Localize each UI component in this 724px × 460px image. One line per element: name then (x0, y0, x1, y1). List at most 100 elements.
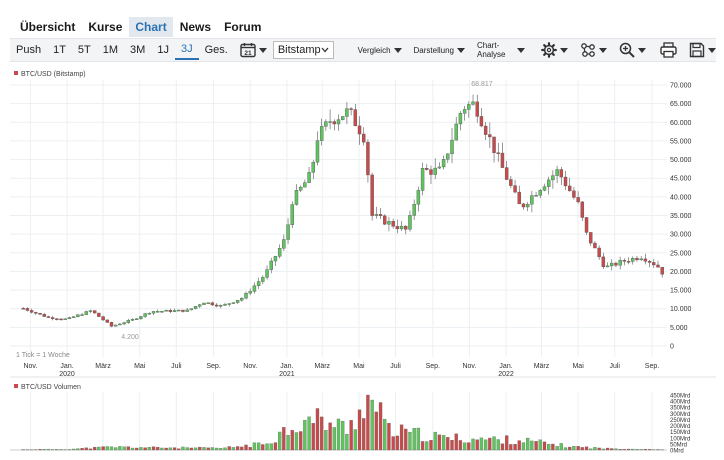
price-candle (622, 260, 627, 262)
calendar-button[interactable]: 21 (240, 42, 267, 58)
range-3j[interactable]: 3J (174, 40, 199, 60)
volume-bar (362, 418, 366, 451)
price-candle (450, 139, 454, 155)
volume-bar (286, 435, 290, 451)
volume-bar (605, 447, 610, 451)
nav-tab-chart[interactable]: Chart (129, 17, 173, 37)
price-candle (269, 260, 273, 270)
price-candle (504, 167, 509, 180)
save-button[interactable] (689, 42, 716, 58)
price-candle (193, 306, 198, 309)
settings-button[interactable] (541, 42, 568, 58)
volume-bar (177, 448, 181, 451)
x-tick-label: Sep. (645, 363, 659, 370)
nav-tab-kurse[interactable]: Kurse (88, 20, 123, 34)
volume-bar (471, 438, 475, 451)
price-candle (294, 190, 299, 205)
range-1m[interactable]: 1M (102, 44, 119, 56)
volume-bar (391, 436, 395, 451)
volume-bar (547, 444, 551, 451)
price-candle (412, 204, 416, 216)
volume-bar (231, 447, 236, 451)
volume-bar (193, 447, 198, 451)
range-1t[interactable]: 1T (53, 44, 66, 56)
price-candle (34, 312, 38, 314)
price-candle (156, 311, 160, 313)
volume-bar (210, 447, 215, 451)
chevron-down-icon (560, 47, 568, 53)
price-candle (164, 309, 168, 312)
volume-bar (601, 448, 606, 451)
vergleich-menu[interactable]: Vergleich (358, 46, 402, 55)
volume-bar (441, 435, 446, 451)
volume-bar (324, 430, 328, 451)
volume-bar (328, 422, 332, 451)
zoom-button[interactable] (619, 42, 646, 58)
low-annotation: 4.200 (121, 334, 139, 341)
chart-analyse-menu-label: Chart-Analyse (477, 41, 506, 59)
volume-tick-label: 350Mrd (670, 406, 690, 412)
volume-bar (383, 418, 387, 451)
volume-bar (492, 436, 496, 451)
price-candle (80, 314, 84, 316)
volume-bar (219, 448, 223, 451)
print-button[interactable] (660, 42, 677, 58)
price-candle (572, 190, 576, 198)
price-candle (399, 225, 404, 230)
y-tick-label: 65.000 (670, 101, 692, 108)
volume-bar (584, 446, 589, 451)
price-candle (488, 134, 492, 138)
darstellung-menu[interactable]: Darstellung (414, 46, 465, 55)
price-candle (580, 201, 585, 218)
price-candle (643, 258, 648, 262)
volume-bar (572, 446, 576, 451)
nav-tab-uebersicht[interactable]: Übersicht (20, 20, 76, 34)
range-5t[interactable]: 5T (77, 44, 91, 56)
range-ges[interactable]: Ges. (204, 44, 228, 56)
volume-tick-label: 50Mrd (670, 442, 687, 448)
chart-analyse-menu[interactable]: Chart-Analyse (477, 41, 525, 59)
y-tick-label: 50.000 (670, 157, 692, 164)
price-candle (652, 262, 656, 266)
price-candle (76, 314, 80, 317)
volume-bar (568, 446, 572, 451)
price-candle (135, 318, 139, 320)
volume-bar (88, 448, 93, 451)
y-tick-label: 70.000 (670, 83, 692, 90)
price-candle (349, 108, 353, 110)
price-candle (248, 291, 252, 294)
price-candle (614, 262, 618, 266)
volume-bar (404, 428, 408, 451)
volume-bar (248, 447, 252, 451)
nav-tab-news[interactable]: News (179, 20, 212, 34)
price-candle (513, 185, 517, 193)
y-tick-label: 55.000 (670, 138, 692, 145)
volume-tick-label: 250Mrd (670, 418, 690, 424)
price-candle (42, 314, 46, 317)
volume-bar (21, 449, 25, 451)
price-candle (496, 152, 500, 154)
range-push[interactable]: Push (16, 44, 42, 56)
price-candle (559, 169, 564, 178)
range-1j[interactable]: 1J (157, 44, 169, 56)
price-candle (576, 197, 580, 203)
price-candle (631, 257, 635, 262)
price-candle (425, 168, 429, 170)
nav-tab-forum[interactable]: Forum (224, 20, 262, 34)
x-tick-label: Jan. (499, 363, 512, 370)
price-candle (601, 256, 606, 268)
volume-y-axis: 450Mrd400Mrd350Mrd300Mrd250Mrd200Mrd150M… (670, 394, 690, 455)
price-candle (441, 159, 446, 168)
volume-bar (227, 446, 231, 451)
price-candle (252, 285, 257, 292)
price-candle (181, 309, 185, 312)
indicators-button[interactable] (580, 42, 607, 58)
price-candle (290, 204, 294, 225)
volume-bar (555, 446, 559, 451)
volume-tick-label: 0Mrd (670, 449, 684, 455)
range-3m[interactable]: 3M (130, 44, 146, 56)
volume-bar (446, 437, 450, 451)
exchange-select[interactable]: Bitstamp (272, 41, 334, 59)
volume-bar (483, 439, 488, 451)
